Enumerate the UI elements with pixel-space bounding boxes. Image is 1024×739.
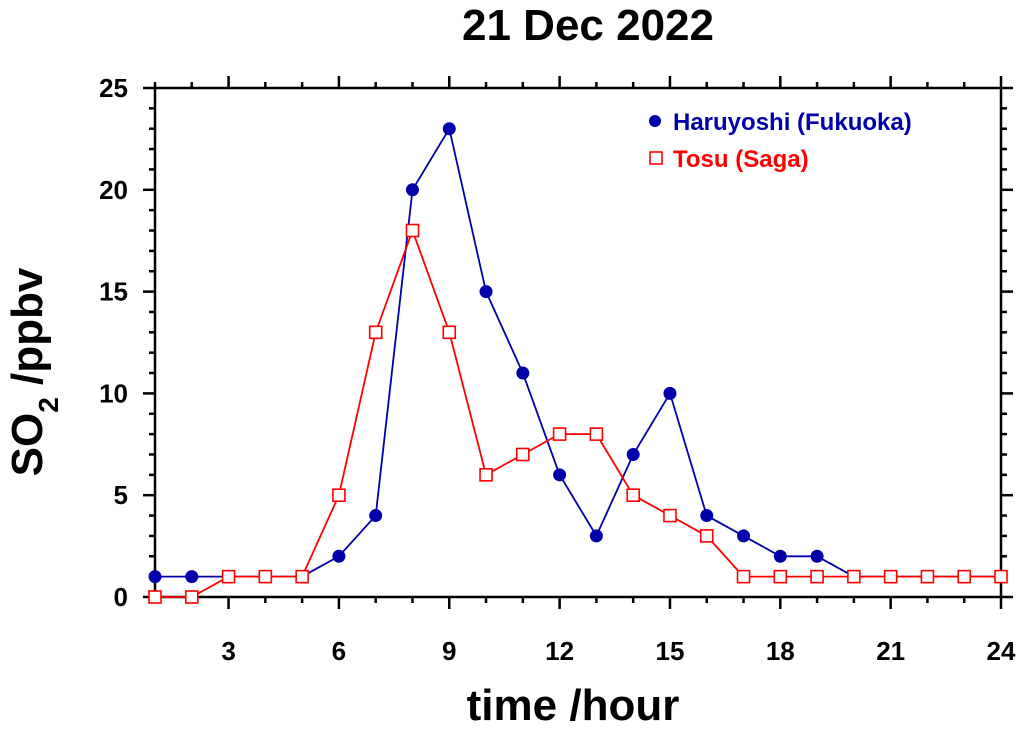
data-point	[368, 325, 383, 340]
data-point	[516, 366, 530, 380]
data-point	[405, 183, 419, 197]
axis-ticks	[143, 76, 1013, 609]
data-point	[369, 509, 383, 523]
data-point	[626, 488, 640, 503]
data-point	[589, 427, 604, 441]
data-point	[516, 447, 530, 462]
data-point	[148, 570, 162, 584]
y-axis-title-suffix: /ppbv	[3, 267, 52, 397]
data-point	[553, 468, 567, 482]
y-tick-labels: 0 5 10 15 20 25	[99, 73, 128, 612]
data-point	[810, 569, 824, 584]
x-tick-label: 18	[766, 636, 795, 666]
data-point	[663, 508, 677, 523]
data-point	[332, 549, 346, 563]
data-point	[185, 570, 199, 584]
plot-frame	[153, 86, 1003, 599]
data-point	[737, 529, 751, 543]
data-point	[847, 569, 861, 584]
x-tick-label: 12	[545, 636, 574, 666]
data-point	[295, 569, 309, 584]
data-point	[221, 569, 236, 584]
data-point	[920, 569, 935, 584]
x-tick-label: 15	[655, 636, 684, 666]
data-point	[626, 447, 640, 461]
data-point	[479, 285, 493, 299]
data-point	[184, 590, 199, 604]
x-tick-label: 6	[332, 636, 346, 666]
data-point	[736, 569, 751, 584]
data-point	[700, 509, 714, 523]
data-point	[699, 529, 714, 543]
y-axis-title: SO2 /ppbv	[3, 267, 64, 476]
y-tick-label: 15	[99, 277, 128, 307]
plot-area	[153, 86, 1003, 599]
data-point	[479, 468, 493, 482]
series-0	[148, 122, 1008, 584]
data-point	[258, 569, 273, 584]
data-point	[773, 549, 787, 563]
data-point	[810, 549, 824, 563]
data-point	[589, 529, 603, 543]
series-line	[155, 227, 1001, 598]
x-tick-label: 9	[442, 636, 456, 666]
data-point	[148, 590, 162, 604]
series-layer	[148, 122, 1008, 604]
data-point	[332, 488, 346, 503]
legend-label-tosu: Tosu (Saga)	[673, 146, 809, 173]
data-point	[957, 569, 972, 584]
chart-title: 21 Dec 2022	[462, 1, 714, 50]
x-tick-labels: 3 6 9 12 15 18 21 24	[221, 636, 1016, 666]
x-tick-label: 3	[221, 636, 235, 666]
x-tick-label: 24	[987, 636, 1016, 666]
legend-marker-tosu	[649, 151, 663, 165]
y-tick-label: 25	[99, 73, 128, 103]
data-point	[405, 223, 420, 238]
data-point	[883, 569, 898, 584]
series-1	[148, 223, 1008, 604]
legend-label-haruyoshi: Haruyoshi (Fukuoka)	[673, 109, 912, 136]
series-line	[155, 126, 1001, 578]
data-point	[552, 427, 567, 441]
y-tick-label: 20	[99, 175, 128, 205]
x-tick-label: 21	[876, 636, 905, 666]
data-point	[773, 569, 788, 584]
data-point	[663, 386, 677, 400]
y-axis-title-main: SO	[3, 413, 52, 477]
y-tick-label: 10	[99, 378, 128, 408]
x-axis-title: time /hour	[467, 681, 680, 730]
y-axis-title-subscript: 2	[33, 397, 64, 413]
data-point	[994, 569, 1008, 584]
legend-marker-haruyoshi	[649, 115, 661, 127]
legend: Haruyoshi (Fukuoka) Tosu (Saga)	[649, 109, 912, 173]
data-point	[442, 325, 457, 340]
y-tick-label: 5	[114, 480, 128, 510]
data-point	[442, 122, 456, 136]
y-tick-label: 0	[114, 582, 128, 612]
